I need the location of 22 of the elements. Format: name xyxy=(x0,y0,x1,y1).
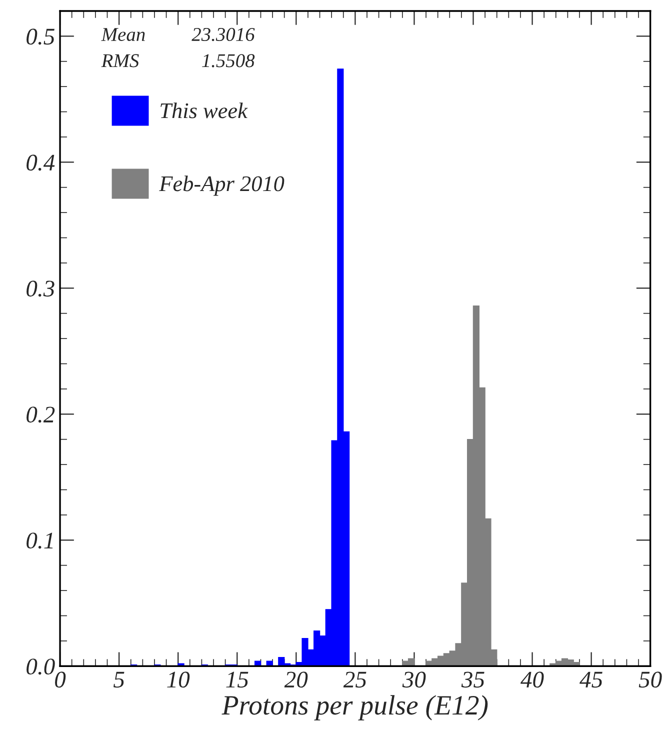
y-tick-label: 0.5 xyxy=(26,28,54,45)
x-tick-label: 40 xyxy=(520,672,544,688)
x-tick-label: 15 xyxy=(226,672,248,688)
x-tick-label: 45 xyxy=(580,672,602,688)
legend-label: Feb-Apr 2010 xyxy=(159,176,284,196)
x-tick-label: 50 xyxy=(638,672,662,688)
y-tick-label: 0.0 xyxy=(26,658,55,675)
y-tick-label: 0.2 xyxy=(26,406,55,423)
x-axis-title: Protons per pulse (E12) xyxy=(222,695,488,720)
x-tick-label: 20 xyxy=(284,672,308,688)
text: RMS 1.5508 xyxy=(101,54,255,68)
x-tick-label: 35 xyxy=(461,672,484,688)
x-tick-label: 5 xyxy=(114,672,124,688)
x-tick-label: 25 xyxy=(343,672,366,688)
y-tick-label: 0.3 xyxy=(26,280,54,297)
text: Mean 23.3016 xyxy=(101,28,255,42)
legend-label: This week xyxy=(160,102,248,118)
x-tick-label: 30 xyxy=(402,672,426,688)
y-tick-label: 0.4 xyxy=(26,154,55,171)
x-tick-label: 10 xyxy=(167,672,190,688)
y-tick-label: 0.1 xyxy=(26,532,53,549)
x-tick-label: 0 xyxy=(55,672,66,688)
